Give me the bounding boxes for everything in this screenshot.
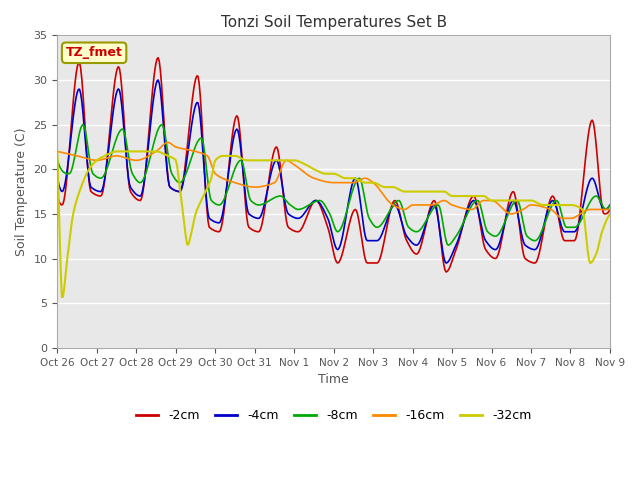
X-axis label: Time: Time [318, 373, 349, 386]
Title: Tonzi Soil Temperatures Set B: Tonzi Soil Temperatures Set B [221, 15, 447, 30]
Y-axis label: Soil Temperature (C): Soil Temperature (C) [15, 127, 28, 256]
Text: TZ_fmet: TZ_fmet [66, 46, 123, 59]
Legend: -2cm, -4cm, -8cm, -16cm, -32cm: -2cm, -4cm, -8cm, -16cm, -32cm [131, 404, 536, 427]
